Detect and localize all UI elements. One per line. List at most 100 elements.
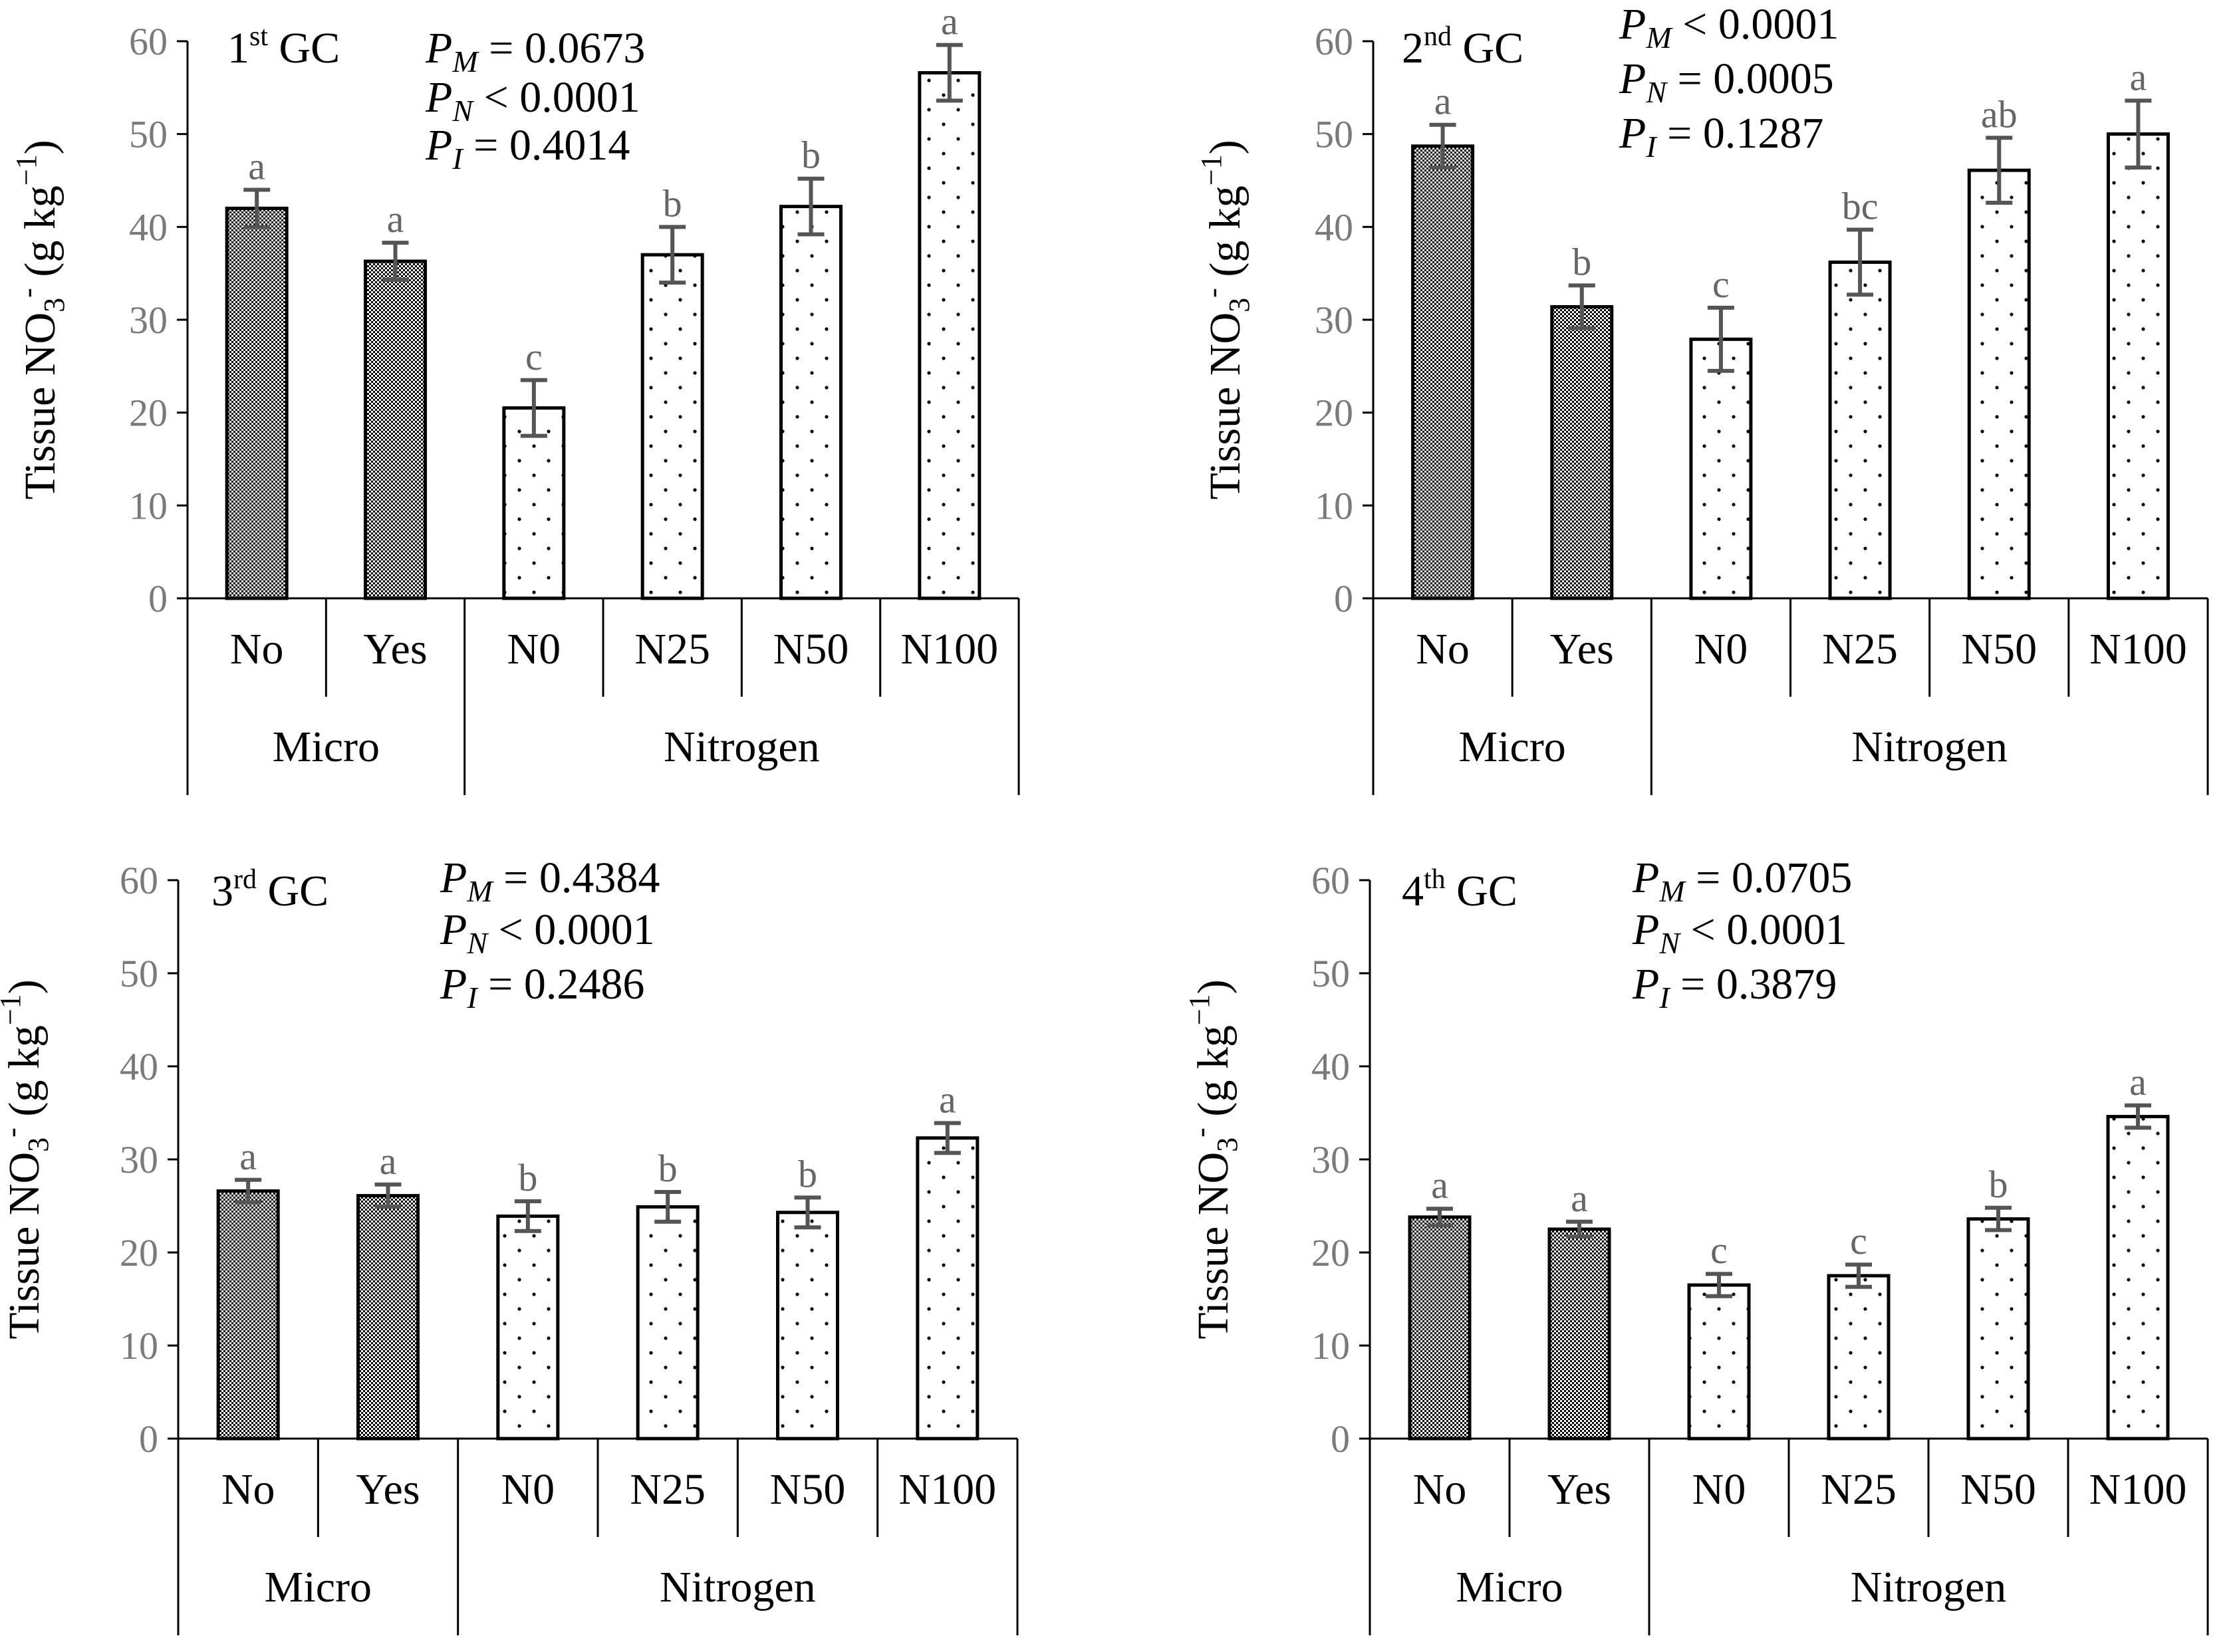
significance-letter: a [2129,1060,2147,1104]
error-bar-n0 [514,1199,541,1233]
p-value-symbol: P [1619,55,1646,103]
p-value-subscript: I [1645,130,1658,164]
y-tick-label: 0 [1331,1417,1350,1461]
category-label: Yes [356,1465,420,1514]
y-axis-label-text: Tissue NO [0,1152,49,1340]
bar-no [225,206,289,600]
category-label: Yes [363,625,427,673]
error-bar-n50 [1986,136,2013,205]
category-label: No [1413,1465,1467,1514]
category-label: N100 [900,625,998,673]
bar-n100 [2106,1115,2170,1441]
p-value-symbol: P [1632,960,1659,1008]
chart-panel-2: 0 10 20 30 40 50 60 a No b Yes c N0 bc N25 ab N50 a N100 Mi… [1195,0,2209,795]
p-value-operator: = [478,24,525,72]
category-label: N100 [2089,625,2187,673]
y-axis-label: Tissue NO3- (g kg−1) [1183,979,1244,1339]
panel-title: 1st GC [227,21,340,72]
y-tick-label: 10 [129,484,168,527]
error-bar-n100 [2125,1103,2151,1130]
significance-letter: b [518,1156,537,1199]
category-label: N100 [2089,1465,2187,1514]
p-value-number: 0.0001 [534,905,655,954]
p-value-operator: = [1685,854,1732,902]
y-axis-label-text: Tissue NO [1189,1152,1238,1340]
bar-n100 [2106,132,2170,600]
y-tick-label: 20 [120,1231,158,1274]
error-bar-n50 [794,1195,821,1230]
p-value-subscript: M [466,874,494,908]
p-value-operator: = [1670,960,1716,1008]
y-tick-label: 40 [129,205,168,249]
error-bar-no [235,1177,262,1205]
y-axis-label-unit-sup: −1 [0,994,27,1025]
significance-letter: b [658,1147,678,1190]
error-bar-n100 [936,43,963,103]
p-value-operator: = [1666,55,1713,103]
category-label: N50 [1961,625,2037,673]
bar-n50 [1967,168,2031,600]
significance-letter: bc [1842,185,1879,228]
panel-title-ordinal: 1 [227,24,249,72]
significance-letter: c [1712,263,1730,306]
y-tick-label: 50 [1315,113,1353,156]
y-axis-label-sub: 3 [1211,1137,1244,1152]
y-axis-label-sub: 3 [1223,298,1255,312]
bar-yes [1547,1227,1611,1441]
significance-letter: a [939,1078,956,1121]
y-tick-label: 0 [139,1417,158,1461]
bar-n100 [918,70,982,600]
significance-letter: b [1989,1163,2008,1206]
bar-yes [356,1194,420,1441]
group-label-micro: Micro [265,1563,372,1611]
p-value-subscript: I [1658,981,1671,1014]
p-value-operator: < [1680,905,1726,954]
significance-letter: a [2130,55,2147,98]
y-axis-label: Tissue NO3- (g kg−1) [1195,140,1255,499]
category-label: Yes [1550,625,1614,673]
y-tick-label: 60 [1315,20,1353,63]
panel-title-sup: rd [233,864,257,895]
category-label: No [221,1465,275,1514]
y-axis-label-unit-close: ) [16,140,65,154]
y-tick-label: 40 [1315,205,1353,249]
p-value-i: PI = 0.2486 [440,960,644,1014]
panel-title-ordinal: 2 [1402,24,1424,72]
bar-n0 [1689,337,1753,600]
significance-letter: b [663,181,682,225]
p-value-operator: = [477,960,524,1008]
significance-letter: a [1571,1177,1588,1220]
significance-letter: b [798,1152,817,1195]
p-value-number: 0.1287 [1703,109,1824,158]
y-axis-label-sup: - [11,288,44,298]
category-label: N100 [898,1465,996,1514]
significance-letter: b [801,134,821,177]
y-tick-label: 40 [1311,1045,1350,1088]
p-value-symbol: P [425,24,452,72]
p-value-m: PM = 0.0673 [425,24,645,78]
y-tick-label: 60 [1311,859,1350,902]
p-value-number: 0.0705 [1732,854,1853,902]
p-value-n: PN = 0.0005 [1619,55,1834,109]
p-value-i: PI = 0.3879 [1632,960,1837,1014]
category-label: N25 [630,1465,706,1514]
error-bar-no [1429,122,1456,170]
y-tick-label: 20 [129,392,168,435]
significance-letter: c [1850,1219,1867,1262]
error-bar-n25 [659,225,686,285]
significance-letter: a [387,197,404,241]
bar-yes [364,259,427,600]
category-label: N50 [1960,1465,2036,1514]
bar-no [1411,144,1475,600]
panel-title-sup: th [1424,864,1446,895]
p-value-number: 0.4384 [539,854,660,902]
p-value-i: PI = 0.1287 [1619,109,1823,164]
p-value-number: 0.0001 [1726,905,1847,954]
error-bar-yes [1566,1219,1593,1239]
panel-title: 4th GC [1402,864,1517,915]
p-value-m: PM = 0.4384 [440,854,660,908]
error-bar-yes [374,1182,402,1209]
y-tick-label: 30 [1315,298,1353,342]
error-bar-n25 [1847,227,1874,297]
significance-letter: a [1431,1163,1448,1207]
